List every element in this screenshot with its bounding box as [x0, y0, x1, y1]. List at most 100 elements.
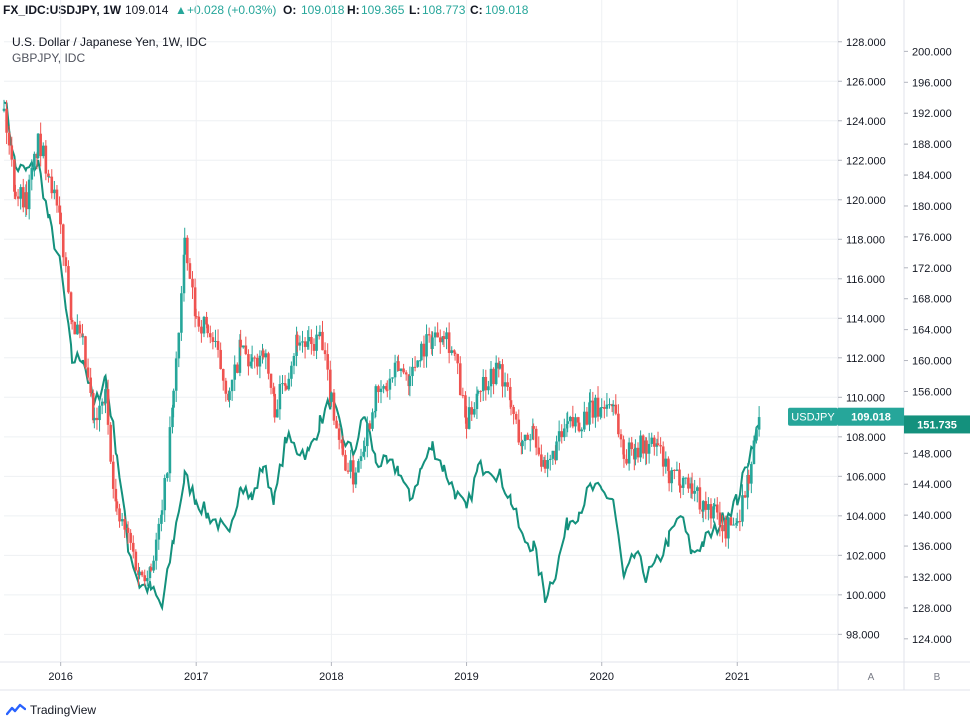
candle-body	[310, 337, 313, 345]
chart-title: U.S. Dollar / Japanese Yen, 1W, IDC	[12, 35, 207, 49]
price-axis-b[interactable]: 200.000 196.000 192.000 188.000 184.000 180.0…	[904, 46, 952, 683]
candle-body	[341, 443, 345, 455]
candle-body	[473, 409, 476, 415]
tradingview-brand[interactable]: TradingView	[30, 703, 97, 717]
candle-body	[148, 567, 152, 579]
tradingview-logo-icon[interactable]	[6, 702, 26, 716]
candle-body	[617, 413, 620, 435]
candle-body	[707, 504, 710, 510]
candle-body	[596, 397, 600, 417]
last-price-tag-b	[904, 415, 970, 434]
candle-body	[109, 424, 112, 462]
candle-body	[73, 321, 77, 335]
candle-body	[379, 388, 383, 393]
candle-body	[140, 571, 144, 576]
candle-body	[84, 336, 87, 368]
candle-body	[441, 336, 445, 343]
chart-marks	[2, 99, 761, 612]
candle-body	[200, 326, 203, 334]
close-label: C:	[470, 3, 483, 17]
candle-body	[25, 192, 28, 210]
candle-body	[368, 423, 372, 429]
candle-body	[19, 187, 22, 199]
candle-body	[296, 334, 299, 346]
candle-body	[219, 349, 222, 369]
candle-body	[531, 425, 535, 440]
candle-body	[120, 519, 124, 522]
candle-body	[298, 342, 302, 346]
candle-body	[636, 447, 640, 458]
candle-body	[540, 454, 543, 467]
axis-b-tick-label: 172.000	[912, 263, 952, 275]
time-axis[interactable]: 2016 2017 2018 2019 2020 2021	[48, 662, 750, 683]
candle-body	[335, 420, 338, 429]
candle-body	[411, 366, 414, 377]
candle-body	[55, 189, 59, 206]
candle-body	[2, 108, 6, 111]
candle-body	[456, 353, 459, 364]
up-triangle-icon: ▲	[175, 3, 187, 17]
axis-a-tick-label: 128.000	[846, 37, 886, 49]
candle-body	[58, 205, 61, 213]
axis-a-tick-label: 108.000	[846, 432, 886, 444]
candle-body	[143, 575, 147, 582]
candle-body	[337, 428, 341, 440]
candle-body	[78, 324, 82, 334]
candle-body	[661, 446, 665, 467]
candle-body	[191, 278, 194, 288]
high-label: H:	[347, 3, 360, 17]
last-price: 109.014	[125, 3, 169, 17]
candle-body	[318, 331, 322, 337]
candle-body	[752, 440, 756, 465]
candle-body	[91, 392, 95, 421]
candle-body	[422, 343, 426, 357]
candle-body	[420, 343, 423, 361]
candle-body	[583, 411, 586, 430]
axis-a-tick-label: 118.000	[846, 234, 885, 246]
candle-body	[498, 364, 502, 369]
candle-body	[641, 435, 645, 454]
candle-body	[193, 287, 197, 317]
candle-body	[129, 532, 132, 543]
candle-body	[183, 237, 187, 255]
price-chart[interactable]: 128.000 126.000 124.000 122.000 120.000 118.0…	[0, 0, 970, 698]
symbol-label[interactable]: FX_IDC:USDJPY, 1W	[3, 3, 122, 17]
candle-body	[461, 395, 465, 397]
candle-body	[106, 389, 110, 425]
candle-body	[577, 422, 581, 432]
axis-b-tick-label: 160.000	[912, 356, 952, 368]
price-axis-a[interactable]: 128.000 126.000 124.000 122.000 120.000 118.0…	[838, 37, 886, 683]
candle-body	[114, 488, 118, 502]
axis-b-tick-label: 140.000	[912, 510, 952, 522]
candle-body	[221, 368, 225, 381]
axis-b-tick-label: 168.000	[912, 294, 952, 306]
candle-body	[614, 404, 618, 414]
candle-body	[605, 404, 609, 409]
candle-body	[287, 378, 291, 390]
candle-body	[273, 393, 277, 418]
candle-body	[599, 407, 602, 417]
candle-body	[619, 434, 623, 440]
axis-b-tick-label: 184.000	[912, 170, 952, 182]
candle-body	[39, 133, 42, 157]
candle-body	[186, 237, 189, 264]
candle-body	[253, 357, 257, 359]
candle-body	[388, 378, 392, 390]
candle-body	[588, 402, 591, 425]
candle-body	[70, 319, 74, 322]
candle-body	[321, 331, 324, 351]
candle-body	[750, 464, 753, 484]
candle-body	[523, 434, 527, 441]
candle-body	[563, 428, 566, 438]
axis-a-tick-label: 124.000	[846, 116, 886, 128]
candle-body	[239, 339, 242, 348]
candle-body	[67, 266, 70, 293]
candle-body	[5, 108, 8, 133]
candle-body	[224, 380, 228, 394]
candle-body	[290, 365, 293, 379]
candle-body	[625, 458, 628, 464]
candle-body	[283, 383, 287, 386]
candle-body	[571, 416, 575, 427]
candle-body	[177, 332, 181, 359]
candle-body	[670, 470, 674, 484]
